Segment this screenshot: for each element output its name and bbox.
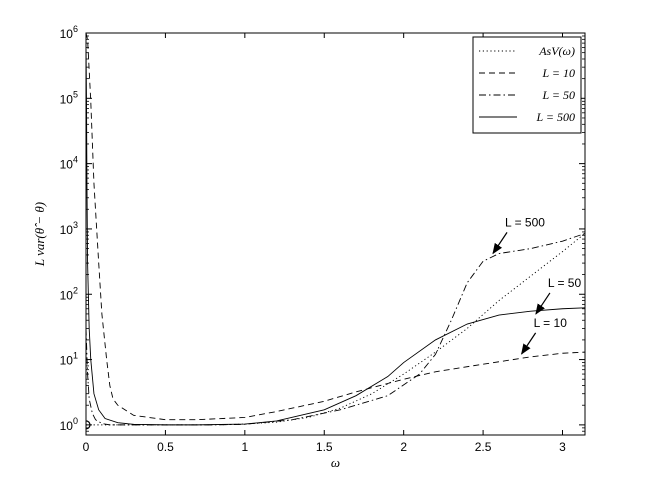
y-tick-label: 100 xyxy=(60,416,78,433)
series-line-dashdot xyxy=(86,233,585,426)
y-tick-label: 103 xyxy=(60,220,78,237)
y-tick-label: 105 xyxy=(60,89,78,106)
x-tick-label: 0 xyxy=(83,440,90,454)
legend-label: L = 500 xyxy=(535,110,575,124)
y-axis-label: L var(θ̂ − θ) xyxy=(32,202,47,267)
x-tick-label: 3 xyxy=(559,440,566,454)
x-tick-label: 2.5 xyxy=(475,440,492,454)
legend-label: AsV(ω) xyxy=(538,44,575,58)
x-tick-label: 0.5 xyxy=(157,440,174,454)
annotation-arrow xyxy=(521,332,537,355)
annotation-arrow xyxy=(492,232,508,255)
annotation-label: L = 50 xyxy=(548,276,582,290)
legend: AsV(ω) L = 10 L = 50 L = 500 xyxy=(472,36,582,134)
y-tick-label: 102 xyxy=(60,285,78,302)
series-line-solid xyxy=(86,43,585,426)
annotation-layer: L = 500 L = 50 L = 10 xyxy=(492,215,582,355)
annotation-label: L = 10 xyxy=(534,316,568,330)
plot-frame xyxy=(85,32,586,436)
x-tick-label: 2 xyxy=(400,440,407,454)
y-tick-label: 101 xyxy=(60,351,78,368)
legend-box xyxy=(472,36,582,134)
y-tick-label: 104 xyxy=(60,155,78,172)
legend-label: L = 50 xyxy=(541,88,575,102)
y-tick-label: 106 xyxy=(60,24,78,41)
x-axis-label: ω xyxy=(331,455,340,470)
x-tick-label: 1.5 xyxy=(316,440,333,454)
series-line-dotted xyxy=(86,233,585,426)
series-line-dashed xyxy=(86,33,585,421)
x-tick-label: 1 xyxy=(241,440,248,454)
annotation-label: L = 500 xyxy=(505,215,545,229)
annotation-arrow xyxy=(535,292,551,315)
legend-label: L = 10 xyxy=(541,66,575,80)
